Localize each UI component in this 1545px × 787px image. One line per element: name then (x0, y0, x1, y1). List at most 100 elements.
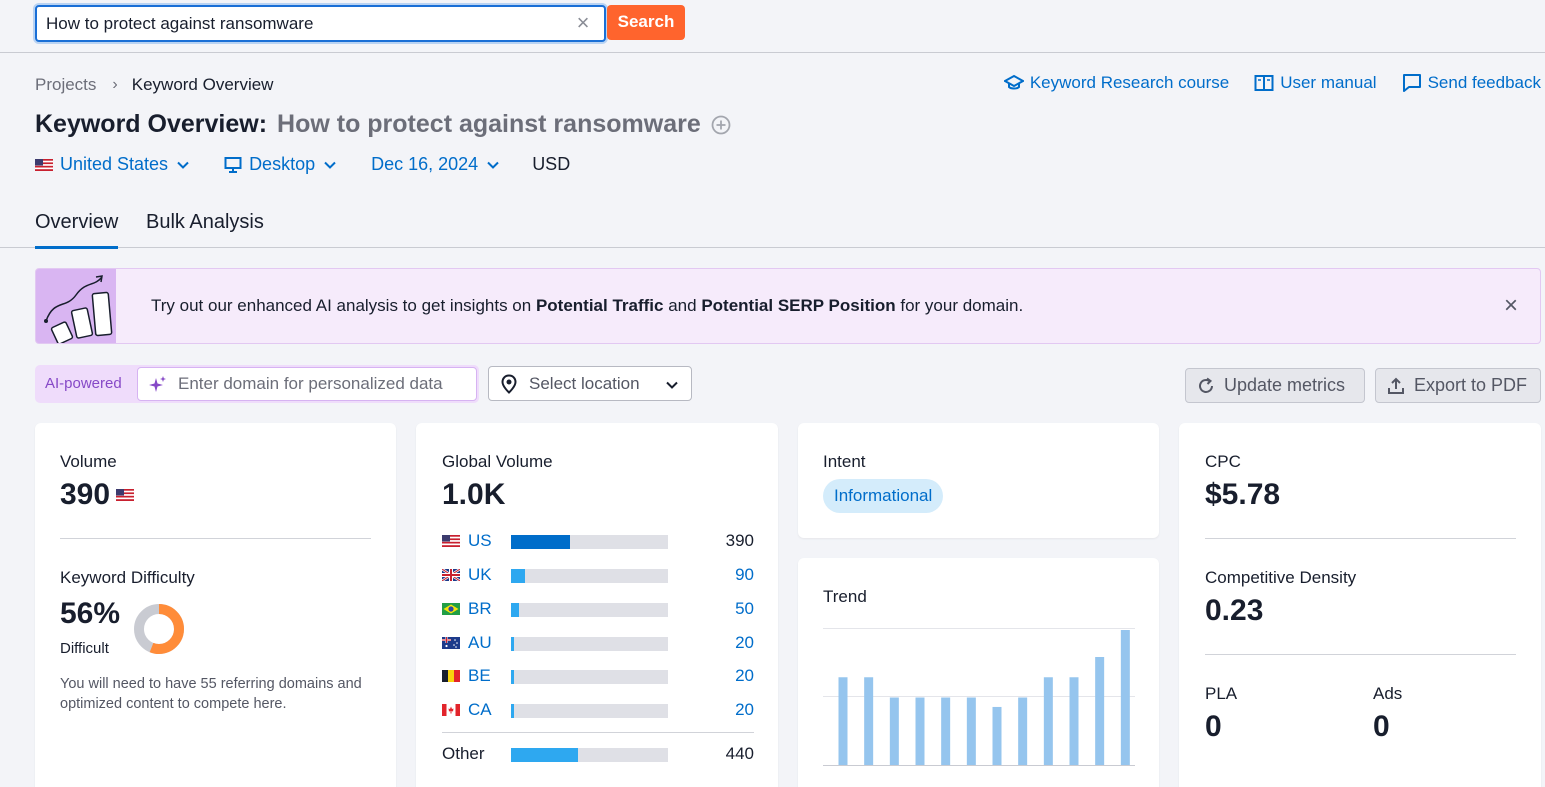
trend-bar[interactable] (1018, 697, 1028, 766)
volume-label: Volume (60, 452, 117, 471)
chevron-down-icon (487, 161, 499, 169)
keyword-difficulty-value: 56% (60, 597, 121, 630)
ai-analysis-banner: Try out our enhanced AI analysis to get … (35, 268, 1541, 344)
tab-bar: Overview Bulk Analysis (0, 199, 1545, 249)
tab-bulk-analysis[interactable]: Bulk Analysis (146, 211, 264, 233)
trend-bar[interactable] (1069, 677, 1079, 765)
trend-chart (823, 628, 1135, 766)
trend-bar[interactable] (992, 706, 1002, 765)
country-selector[interactable]: United States (35, 154, 190, 175)
breadcrumb-projects[interactable]: Projects (35, 75, 97, 94)
device-selector[interactable]: Desktop (224, 154, 337, 175)
intent-badge: Informational (823, 479, 944, 513)
date-label: Dec 16, 2024 (371, 154, 479, 174)
volume-bar-track (511, 569, 668, 583)
intent-card: Intent Informational (798, 423, 1159, 538)
pla-label: PLA (1205, 684, 1238, 703)
growth-chart-illustration (36, 269, 116, 343)
book-icon (1254, 75, 1274, 91)
us-flag-icon (116, 489, 135, 501)
volume-bar-track (511, 603, 668, 617)
volume-bar-fill (511, 670, 514, 684)
volume-bar-track (511, 535, 668, 549)
page-title-prefix: Keyword Overview: (35, 110, 268, 138)
country-code[interactable]: UK (468, 565, 492, 584)
us-flag-icon (442, 535, 460, 547)
keyword-research-course-link[interactable]: Keyword Research course (1003, 73, 1229, 93)
uk-flag-icon (442, 569, 460, 581)
trend-bar[interactable] (838, 677, 848, 765)
date-selector[interactable]: Dec 16, 2024 (371, 154, 500, 175)
trend-bar[interactable] (941, 697, 951, 766)
country-row-au: AU 20 (442, 633, 754, 653)
chevron-down-icon (324, 161, 336, 169)
trend-label: Trend (823, 587, 867, 606)
page-title-keyword: How to protect against ransomware (277, 110, 701, 138)
message-icon (1402, 74, 1421, 92)
trend-card: Trend (798, 558, 1159, 787)
divider (442, 732, 754, 733)
trend-bar[interactable] (966, 697, 976, 766)
close-banner-icon[interactable]: × (1503, 292, 1518, 319)
volume-value: 390 (60, 478, 111, 511)
australia-flag-icon (442, 637, 460, 649)
keyword-search-field[interactable]: × (35, 5, 606, 42)
chevron-down-icon (177, 161, 189, 169)
trend-bar[interactable] (864, 677, 874, 765)
country-code[interactable]: US (468, 531, 492, 550)
country-volume[interactable]: 90 (735, 565, 754, 584)
trend-bar[interactable] (915, 697, 925, 766)
trend-bar[interactable] (1043, 677, 1053, 765)
volume-bar-track (511, 670, 668, 684)
update-metrics-button[interactable]: Update metrics (1185, 368, 1365, 403)
keyword-search-input[interactable] (46, 13, 566, 35)
pla-value: 0 (1205, 710, 1222, 743)
add-to-list-icon[interactable] (711, 115, 731, 135)
domain-input-field[interactable] (137, 367, 477, 401)
country-row-uk: UK 90 (442, 565, 754, 585)
global-volume-value: 1.0K (442, 478, 506, 511)
country-row-ca: CA 20 (442, 700, 754, 720)
keyword-difficulty-note: You will need to have 55 referring domai… (60, 676, 362, 712)
intent-label: Intent (823, 452, 866, 471)
export-icon (1388, 377, 1404, 394)
volume-bar-fill (511, 569, 525, 583)
trend-bar[interactable] (889, 697, 899, 766)
banner-text-part: and (668, 296, 697, 315)
page-title: Keyword Overview: How to protect against… (35, 110, 731, 139)
search-button[interactable]: Search (607, 5, 685, 40)
banner-message: Try out our enhanced AI analysis to get … (151, 296, 1023, 316)
clear-search-icon[interactable]: × (576, 10, 590, 35)
location-select-placeholder: Select location (529, 374, 640, 393)
send-feedback-link[interactable]: Send feedback (1402, 73, 1541, 93)
banner-text-part: for your domain. (900, 296, 1024, 315)
ads-value: 0 (1373, 710, 1390, 743)
country-code[interactable]: AU (468, 633, 492, 652)
volume-bar-fill (511, 535, 570, 549)
user-manual-link[interactable]: User manual (1254, 73, 1377, 93)
global-volume-label: Global Volume (442, 452, 553, 471)
us-flag-icon (35, 158, 53, 171)
country-volume[interactable]: 20 (735, 666, 754, 685)
currency-label: USD (532, 154, 571, 174)
global-volume-card: Global Volume 1.0K US 390 UK 90 BR 50 AU… (416, 423, 778, 787)
export-to-pdf-button[interactable]: Export to PDF (1375, 368, 1541, 403)
country-volume[interactable]: 50 (735, 599, 754, 618)
canada-flag-icon (442, 704, 460, 716)
tab-overview[interactable]: Overview (35, 211, 119, 249)
country-code[interactable]: BE (468, 666, 491, 685)
volume-bar-fill (511, 748, 578, 762)
banner-bold-traffic: Potential Traffic (535, 296, 664, 315)
cpc-value: $5.78 (1205, 478, 1281, 511)
country-volume[interactable]: 20 (735, 700, 754, 719)
trend-bar[interactable] (1095, 657, 1105, 765)
other-label: Other (442, 744, 485, 763)
location-select[interactable]: Select location (488, 366, 692, 401)
country-code[interactable]: CA (468, 700, 492, 719)
trend-bar[interactable] (1120, 630, 1130, 765)
graduation-cap-icon (1003, 74, 1024, 90)
country-code[interactable]: BR (468, 599, 492, 618)
country-volume[interactable]: 20 (735, 633, 754, 652)
location-pin-icon (501, 374, 517, 394)
domain-input[interactable] (178, 374, 473, 394)
